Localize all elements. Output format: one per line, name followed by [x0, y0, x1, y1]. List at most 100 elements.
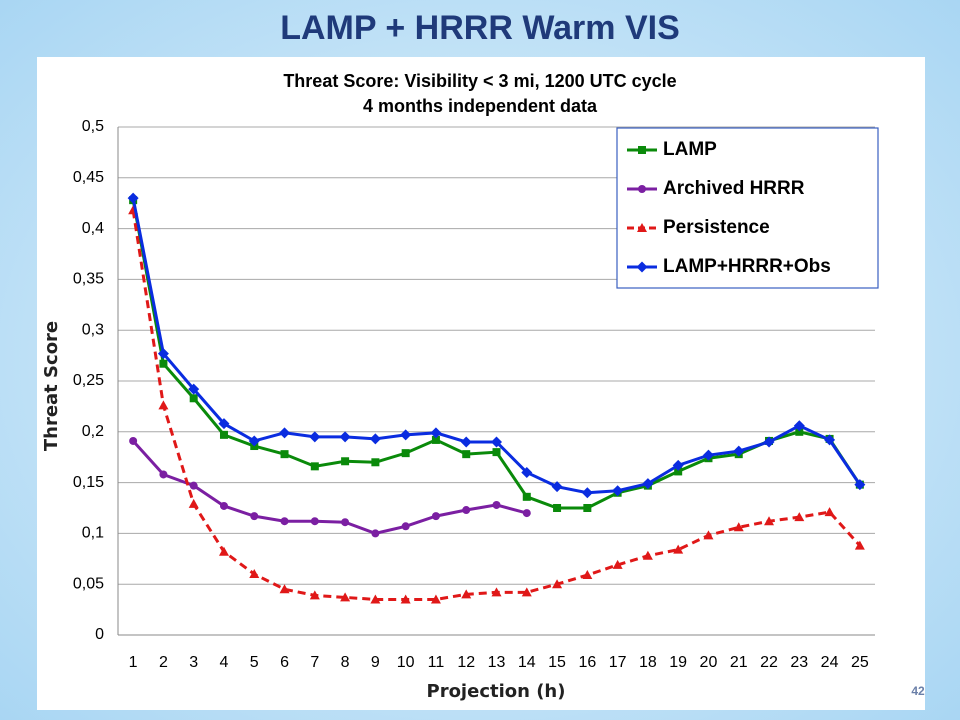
marker — [492, 500, 501, 509]
marker — [521, 466, 533, 478]
marker — [462, 450, 471, 459]
x-tick-label: 24 — [821, 654, 839, 671]
x-tick-label: 14 — [518, 654, 536, 671]
y-axis-label: Threat Score — [41, 321, 62, 451]
marker — [672, 459, 684, 471]
legend-label: Persistence — [663, 217, 770, 238]
y-tick-label: 0,2 — [82, 423, 104, 440]
marker — [400, 429, 412, 441]
x-tick-label: 1 — [129, 654, 138, 671]
y-tick-label: 0,3 — [82, 321, 104, 338]
marker — [279, 427, 291, 439]
marker — [582, 570, 593, 580]
marker — [218, 418, 230, 430]
y-tick-label: 0,15 — [73, 474, 104, 491]
x-tick-label: 5 — [250, 654, 259, 671]
marker — [188, 498, 199, 508]
x-tick-label: 19 — [669, 654, 687, 671]
marker — [189, 481, 198, 490]
x-tick-label: 20 — [700, 654, 718, 671]
marker — [794, 512, 805, 522]
x-tick-label: 13 — [488, 654, 506, 671]
marker — [218, 546, 229, 556]
y-tick-label: 0,35 — [73, 271, 104, 288]
marker — [824, 434, 836, 446]
marker — [310, 517, 319, 526]
slide-title: LAMP + HRRR Warm VIS — [280, 9, 680, 47]
marker — [400, 594, 411, 604]
marker — [430, 594, 441, 604]
x-axis-label: Projection (h) — [427, 681, 566, 702]
marker — [674, 467, 683, 476]
marker — [522, 492, 531, 501]
marker — [129, 436, 138, 445]
marker — [491, 587, 502, 597]
marker — [219, 430, 228, 439]
marker — [159, 359, 168, 368]
marker — [793, 420, 805, 432]
x-tick-label: 3 — [189, 654, 198, 671]
marker — [522, 509, 531, 518]
marker — [401, 522, 410, 531]
x-tick-label: 16 — [578, 654, 596, 671]
marker — [581, 487, 593, 499]
x-tick-label: 6 — [280, 654, 289, 671]
marker — [158, 400, 169, 410]
marker — [430, 427, 442, 439]
marker — [612, 559, 623, 569]
marker — [341, 518, 350, 527]
marker — [642, 478, 654, 490]
marker — [157, 348, 169, 360]
marker — [280, 450, 289, 459]
marker — [733, 445, 745, 457]
x-tick-label: 9 — [371, 654, 380, 671]
chart-title: Threat Score: Visibility < 3 mi, 1200 UT… — [283, 71, 676, 91]
marker — [371, 458, 380, 467]
x-tick-label: 4 — [220, 654, 229, 671]
marker — [310, 462, 319, 471]
x-tick-label: 10 — [397, 654, 415, 671]
x-tick-label: 18 — [639, 654, 657, 671]
marker — [702, 449, 714, 461]
marker — [854, 540, 865, 550]
y-tick-label: 0,4 — [82, 220, 104, 237]
marker — [583, 504, 592, 512]
x-tick-label: 21 — [730, 654, 748, 671]
legend-marker — [638, 185, 646, 193]
marker — [492, 448, 501, 457]
series-line — [132, 439, 528, 535]
x-tick-label: 17 — [609, 654, 627, 671]
marker — [795, 427, 804, 436]
marker — [159, 470, 168, 479]
marker — [551, 481, 563, 493]
marker — [309, 431, 321, 443]
marker — [248, 435, 260, 447]
marker — [703, 530, 714, 540]
marker — [339, 431, 351, 443]
marker — [642, 550, 653, 560]
marker — [763, 436, 775, 448]
legend-marker — [636, 261, 648, 273]
marker — [127, 192, 139, 204]
legend-marker — [638, 146, 646, 154]
y-tick-label: 0 — [95, 626, 104, 643]
y-tick-label: 0,45 — [73, 169, 104, 186]
marker — [370, 594, 381, 604]
y-tick-label: 0,5 — [82, 118, 104, 135]
legend-label: LAMP — [663, 139, 717, 160]
marker — [552, 579, 563, 589]
marker — [553, 504, 562, 512]
x-tick-label: 12 — [457, 654, 475, 671]
x-tick-label: 15 — [548, 654, 566, 671]
marker — [280, 517, 289, 526]
x-tick-label: 8 — [341, 654, 350, 671]
legend-label: Archived HRRR — [663, 178, 805, 199]
marker — [188, 383, 200, 395]
marker — [824, 507, 835, 517]
marker — [461, 589, 472, 599]
x-tick-label: 11 — [428, 654, 445, 671]
marker — [612, 485, 624, 497]
marker — [673, 544, 684, 554]
